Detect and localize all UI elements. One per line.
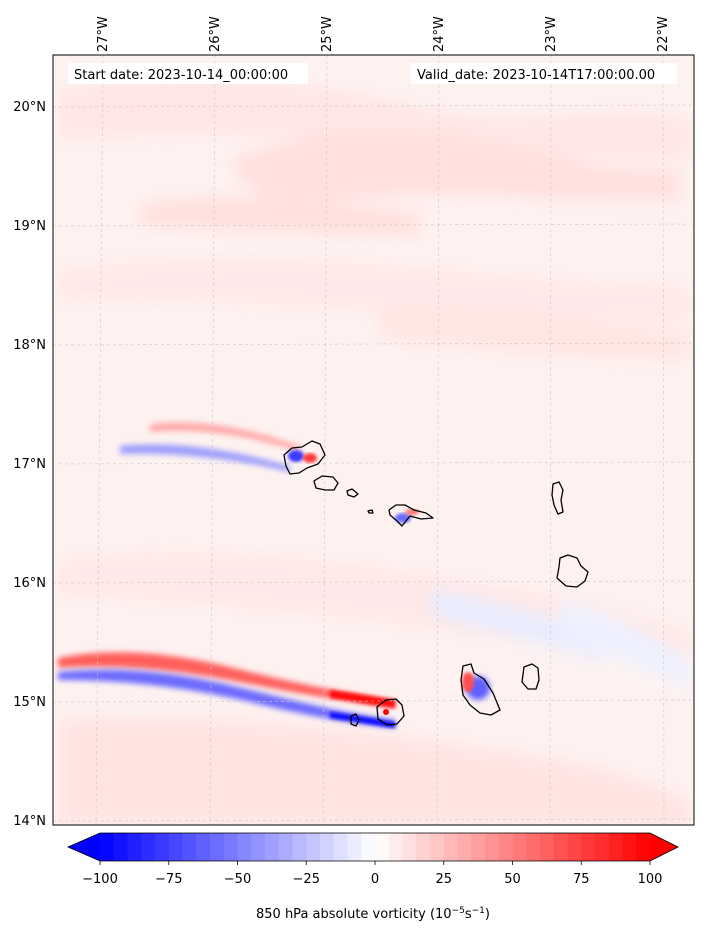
lat-label: 18°N — [13, 338, 46, 353]
start-date-label: Start date: 2023-10-14_00:00:00 — [74, 68, 288, 83]
island-brava — [350, 713, 360, 727]
colorbar-segment — [567, 833, 582, 861]
colorbar-segment — [237, 833, 252, 861]
colorbar-segment — [512, 833, 527, 861]
island-santo-antao — [283, 440, 326, 475]
colorbar-tick-label: 100 — [638, 872, 663, 887]
colorbar-segment — [595, 833, 610, 861]
lat-label: 20°N — [13, 100, 46, 115]
colorbar-segment — [430, 833, 445, 861]
northern-vorticity-streak — [120, 422, 317, 472]
map-gridlines — [53, 55, 694, 825]
southern-vorticity-streak — [58, 652, 395, 728]
lat-label: 17°N — [13, 457, 46, 472]
colorbar-segment — [636, 833, 651, 861]
colorbar-ticks: −100 −75 −50 −25 0 25 50 75 100 — [82, 872, 662, 887]
colorbar-segment — [347, 833, 362, 861]
colorbar-segments — [100, 833, 651, 861]
lon-label: 24°W — [432, 16, 447, 52]
lat-label: 19°N — [13, 219, 46, 234]
colorbar-tick-label: −50 — [224, 872, 251, 887]
colorbar-label: 850 hPa absolute vorticity (10−5s−1) — [256, 906, 490, 922]
colorbar-segment — [141, 833, 156, 861]
island-sao-nicolau — [388, 504, 434, 527]
background-vorticity-patches — [60, 78, 690, 825]
colorbar-segment — [127, 833, 142, 861]
lon-label: 23°W — [544, 16, 559, 52]
colorbar-segment — [553, 833, 568, 861]
colorbar-segment — [196, 833, 211, 861]
island-santa-luzia — [346, 488, 359, 498]
colorbar-segment — [443, 833, 458, 861]
colorbar-segment — [113, 833, 128, 861]
valid-date-label: Valid_date: 2023-10-14T17:00:00.00 — [417, 68, 655, 83]
colorbar-tick-label: 25 — [435, 872, 452, 887]
colorbar-tick-label: −75 — [155, 872, 182, 887]
island-sao-vicente — [313, 475, 339, 491]
colorbar-segment — [251, 833, 266, 861]
colorbar-segment — [581, 833, 596, 861]
colorbar-segment — [402, 833, 417, 861]
colorbar-tick-label: −100 — [82, 872, 118, 887]
lon-label: 26°W — [208, 16, 223, 52]
colorbar-segment — [168, 833, 183, 861]
colorbar-tick-label: 50 — [504, 872, 521, 887]
island-fogo — [376, 698, 405, 726]
plot-frame — [52, 54, 695, 826]
colorbar-segment — [361, 833, 376, 861]
island-maio — [521, 663, 540, 690]
lat-label: 16°N — [13, 576, 46, 591]
colorbar-segment — [485, 833, 500, 861]
colorbar-extend-low — [68, 833, 100, 861]
colorbar-tick-label: 75 — [573, 872, 590, 887]
island-santiago — [460, 663, 501, 716]
colorbar-segment — [526, 833, 541, 861]
lat-label: 14°N — [13, 814, 46, 829]
latitude-labels: 20°N 19°N 18°N 17°N 16°N 15°N 14°N — [13, 100, 46, 829]
colorbar-segment — [265, 833, 280, 861]
colorbar-tick-label: 0 — [371, 872, 379, 887]
colorbar-segment — [155, 833, 170, 861]
colorbar-segment — [388, 833, 403, 861]
header-annotations: Start date: 2023-10-14_00:00:00 Valid_da… — [68, 63, 677, 84]
colorbar-segment — [471, 833, 486, 861]
colorbar-segment — [320, 833, 335, 861]
lon-label: 27°W — [96, 16, 111, 52]
colorbar-tick-label: −25 — [293, 872, 320, 887]
colorbar-segment — [375, 833, 390, 861]
colorbar-segment — [416, 833, 431, 861]
vorticity-field — [53, 55, 694, 825]
colorbar-segment — [498, 833, 513, 861]
colorbar-segment — [540, 833, 555, 861]
island-coastlines — [283, 440, 589, 727]
lon-label: 22°W — [656, 16, 671, 52]
island-vorticity-features — [395, 509, 490, 700]
colorbar-segment — [210, 833, 225, 861]
lon-label: 25°W — [320, 16, 335, 52]
colorbar-segment — [457, 833, 472, 861]
colorbar-segment — [182, 833, 197, 861]
colorbar-segment — [100, 833, 115, 861]
colorbar-segment — [292, 833, 307, 861]
longitude-labels: 27°W 26°W 25°W 24°W 23°W 22°W — [96, 16, 671, 52]
colorbar-segment — [622, 833, 637, 861]
island-branco — [367, 509, 374, 514]
island-boa-vista — [556, 554, 589, 588]
colorbar-extend-high — [650, 833, 678, 861]
colorbar-segment — [306, 833, 321, 861]
lat-label: 15°N — [13, 695, 46, 710]
colorbar-segment — [333, 833, 348, 861]
colorbar: −100 −75 −50 −25 0 25 50 75 100 850 hPa … — [67, 832, 679, 922]
island-sal — [551, 481, 564, 515]
colorbar-segment — [608, 833, 623, 861]
colorbar-segment — [278, 833, 293, 861]
colorbar-segment — [223, 833, 238, 861]
